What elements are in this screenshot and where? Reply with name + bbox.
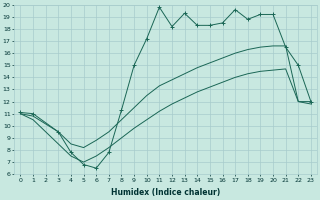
X-axis label: Humidex (Indice chaleur): Humidex (Indice chaleur) xyxy=(111,188,220,197)
